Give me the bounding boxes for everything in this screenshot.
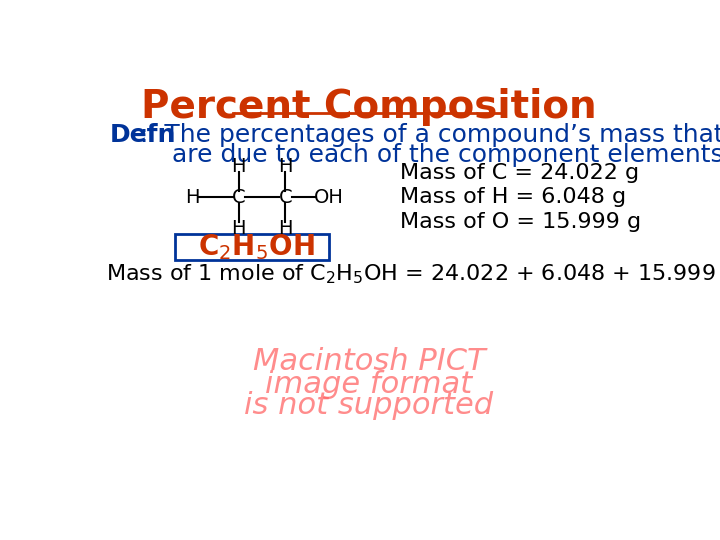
Text: Mass of C = 24.022 g: Mass of C = 24.022 g (400, 163, 639, 183)
Text: C: C (232, 188, 246, 207)
Text: Defn: Defn (109, 123, 176, 146)
Text: Macintosh PICT: Macintosh PICT (253, 347, 485, 376)
Text: image format: image format (266, 370, 472, 399)
Text: H: H (232, 157, 246, 176)
FancyBboxPatch shape (175, 234, 330, 260)
Text: OH: OH (314, 188, 343, 207)
Text: Mass of 1 mole of C$_2$H$_5$OH = 24.022 + 6.048 + 15.999 = 46.069g: Mass of 1 mole of C$_2$H$_5$OH = 24.022 … (106, 262, 720, 286)
Text: C$_2$H$_5$OH: C$_2$H$_5$OH (199, 232, 315, 262)
Text: Mass of O = 15.999 g: Mass of O = 15.999 g (400, 212, 641, 232)
Text: H: H (278, 219, 292, 238)
Text: are due to each of the component elements.: are due to each of the component element… (140, 143, 720, 167)
Text: is not supported: is not supported (244, 392, 494, 421)
Text: H: H (232, 219, 246, 238)
Text: Percent Composition: Percent Composition (141, 88, 597, 126)
Text: H: H (185, 188, 199, 207)
Text: :  The percentages of a compound’s mass that: : The percentages of a compound’s mass t… (140, 123, 720, 146)
Text: C: C (279, 188, 292, 207)
Text: Mass of H = 6.048 g: Mass of H = 6.048 g (400, 187, 626, 207)
Text: H: H (278, 157, 292, 176)
